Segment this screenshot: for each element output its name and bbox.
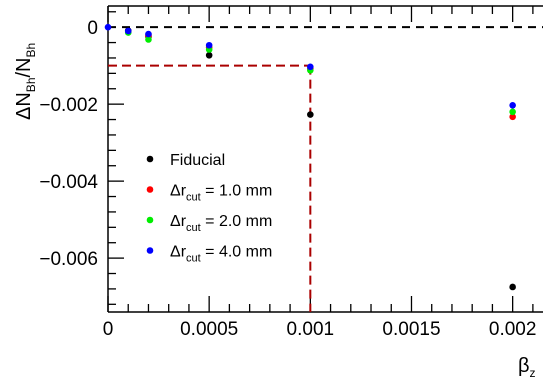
data-point-series-1: [509, 113, 516, 121]
data-point-series-0: [509, 283, 516, 291]
legend-label-sub: cut: [186, 253, 201, 265]
data-point-series-2: [509, 108, 516, 116]
legend-label-prefix: Δr: [170, 213, 187, 230]
y-axis-label-slash: /N: [13, 58, 35, 78]
legend-label: Δrcut = 1.0 mm: [170, 183, 272, 204]
legend-label: Fiducial: [170, 152, 225, 169]
data-point-series-3: [509, 102, 516, 109]
legend-label-prefix: Fiducial: [170, 152, 225, 169]
data-point-series-3: [307, 63, 314, 71]
y-axis-label-sub2: Bh: [24, 43, 38, 58]
legend-label-suffix: = 1.0 mm: [201, 183, 273, 200]
x-axis-label-main: β: [518, 355, 530, 377]
svg-text:βz: βz: [518, 355, 536, 380]
y-axis-label-main: ΔN: [13, 92, 35, 120]
legend-label-sub: cut: [186, 222, 201, 234]
legend-label-suffix: = 2.0 mm: [201, 213, 273, 230]
legend-label-prefix: Δr: [170, 244, 187, 261]
legend-label: Δrcut = 4.0 mm: [170, 244, 272, 265]
x-axis-label: βz: [518, 355, 536, 380]
x-tick-label: 0.002: [489, 319, 537, 340]
legend-marker: [146, 247, 154, 254]
legend-marker: [146, 216, 154, 224]
data-point-series-3: [145, 30, 152, 38]
data-point-series-2: [145, 36, 152, 43]
data-point-series-0: [307, 111, 314, 118]
legend-label: Δrcut = 2.0 mm: [170, 213, 272, 234]
legend-label-suffix: = 4.0 mm: [201, 244, 273, 261]
y-tick-label: −0.006: [39, 249, 98, 270]
y-tick-label: −0.004: [39, 172, 98, 193]
data-point-series-0: [205, 51, 213, 59]
data-point-series-3: [205, 41, 213, 49]
x-tick-label: 0.0015: [382, 319, 440, 340]
x-tick-label: 0.0005: [180, 319, 238, 340]
legend-label-sub: cut: [186, 192, 201, 204]
y-axis-label: ΔNBh/NBh: [13, 43, 38, 120]
y-tick-label: 0: [87, 18, 98, 39]
svg-text:ΔNBh/NBh: ΔNBh/NBh: [13, 43, 38, 120]
y-axis-label-sub1: Bh: [24, 78, 38, 93]
y-tick-label: −0.002: [39, 95, 98, 116]
data-point-series-3: [124, 27, 132, 35]
legend-marker: [146, 155, 154, 163]
data-point-origin: [104, 23, 112, 31]
x-axis-label-sub: z: [530, 366, 536, 380]
legend-label-prefix: Δr: [170, 183, 187, 200]
x-tick-label: 0.001: [287, 319, 335, 340]
legend-marker: [146, 186, 154, 193]
x-tick-label: 0: [103, 319, 114, 340]
plot-layer: 0 0.0005 0.001 0.0015 0.002 0 −0.002 −0.004 −0.0…: [39, 5, 543, 340]
